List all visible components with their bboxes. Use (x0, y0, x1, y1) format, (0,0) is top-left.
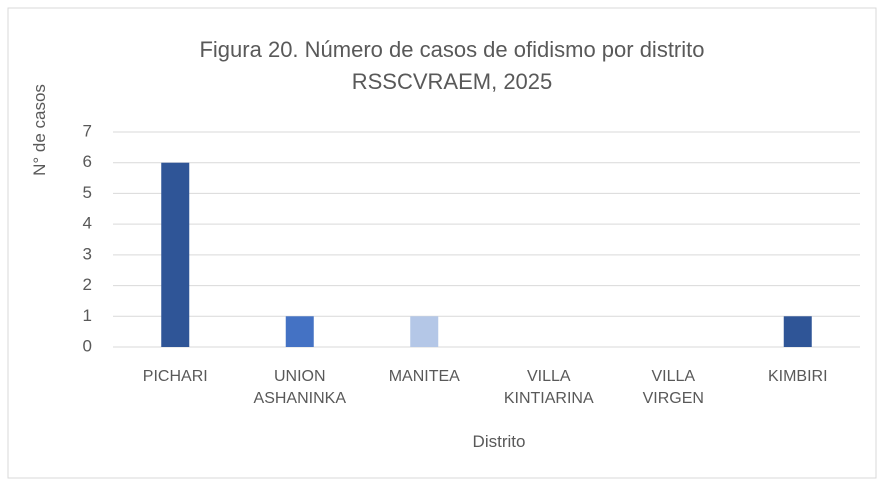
y-tick-label: 0 (83, 336, 92, 355)
chart-border (7, 7, 877, 479)
bar (783, 316, 812, 347)
y-axis-label: N° de casos (30, 84, 49, 176)
x-axis-label: Distrito (472, 432, 526, 451)
y-tick-label: 7 (83, 121, 92, 140)
x-tick-label: KIMBIRI (767, 368, 828, 385)
y-tick-label: 6 (83, 152, 92, 171)
y-tick-label: 5 (83, 183, 92, 202)
x-tick-label: VILLA VIRGEN (642, 368, 704, 407)
y-tick-label: 4 (83, 214, 92, 233)
y-tick-label: 1 (83, 306, 92, 325)
x-tick-label: MANITEA (388, 368, 460, 385)
x-tick-label: PICHARI (142, 368, 208, 385)
y-tick-label: 2 (83, 275, 92, 294)
bar (285, 316, 314, 347)
bar (161, 162, 190, 347)
x-tick-label: UNION ASHANINKA (253, 368, 346, 407)
x-tick-label: VILLA KINTIARINA (503, 368, 594, 407)
bar (410, 316, 439, 347)
chart-title: Figura 20. Número de casos de ofidismo p… (199, 37, 705, 94)
y-tick-label: 3 (83, 244, 92, 263)
